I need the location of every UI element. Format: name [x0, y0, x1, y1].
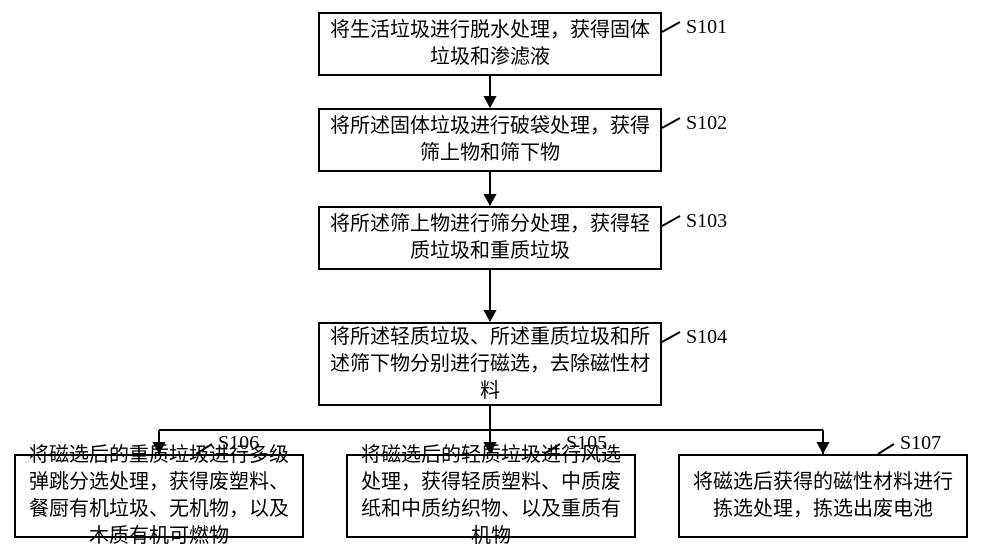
flowchart-canvas: 将生活垃圾进行脱水处理，获得固体垃圾和渗滤液 将所述固体垃圾进行破袋处理，获得筛…: [0, 0, 1000, 543]
step-label-s103: S103: [686, 210, 727, 233]
flow-node-s103: 将所述筛上物进行筛分处理，获得轻质垃圾和重质垃圾: [318, 206, 662, 270]
step-label-s105: S105: [566, 432, 607, 455]
flow-node-text: 将所述轻质垃圾、所述重质垃圾和所述筛下物分别进行磁选，去除磁性材料: [328, 324, 652, 405]
flow-node-text: 将所述筛上物进行筛分处理，获得轻质垃圾和重质垃圾: [328, 211, 652, 265]
step-label-s104: S104: [686, 326, 727, 349]
flow-node-text: 将磁选后获得的磁性材料进行拣选处理，拣选出废电池: [688, 469, 958, 523]
flow-node-text: 将磁选后的轻质垃圾进行风选处理，获得轻质塑料、中质废纸和中质纺织物、以及重质有机…: [356, 442, 626, 550]
step-label-s107: S107: [900, 432, 941, 455]
flow-node-s102: 将所述固体垃圾进行破袋处理，获得筛上物和筛下物: [318, 108, 662, 172]
step-label-s102: S102: [686, 112, 727, 135]
flow-node-s106: 将磁选后的重质垃圾进行多级弹跳分选处理，获得废塑料、餐厨有机垃圾、无机物，以及木…: [14, 454, 304, 538]
flow-node-s104: 将所述轻质垃圾、所述重质垃圾和所述筛下物分别进行磁选，去除磁性材料: [318, 322, 662, 406]
flow-node-s101: 将生活垃圾进行脱水处理，获得固体垃圾和渗滤液: [318, 12, 662, 76]
flow-node-text: 将生活垃圾进行脱水处理，获得固体垃圾和渗滤液: [328, 17, 652, 71]
step-label-s101: S101: [686, 16, 727, 39]
flow-node-text: 将所述固体垃圾进行破袋处理，获得筛上物和筛下物: [328, 113, 652, 167]
step-label-s106: S106: [218, 432, 259, 455]
flow-node-text: 将磁选后的重质垃圾进行多级弹跳分选处理，获得废塑料、餐厨有机垃圾、无机物，以及木…: [24, 442, 294, 550]
flow-node-s107: 将磁选后获得的磁性材料进行拣选处理，拣选出废电池: [678, 454, 968, 538]
flow-node-s105: 将磁选后的轻质垃圾进行风选处理，获得轻质塑料、中质废纸和中质纺织物、以及重质有机…: [346, 454, 636, 538]
